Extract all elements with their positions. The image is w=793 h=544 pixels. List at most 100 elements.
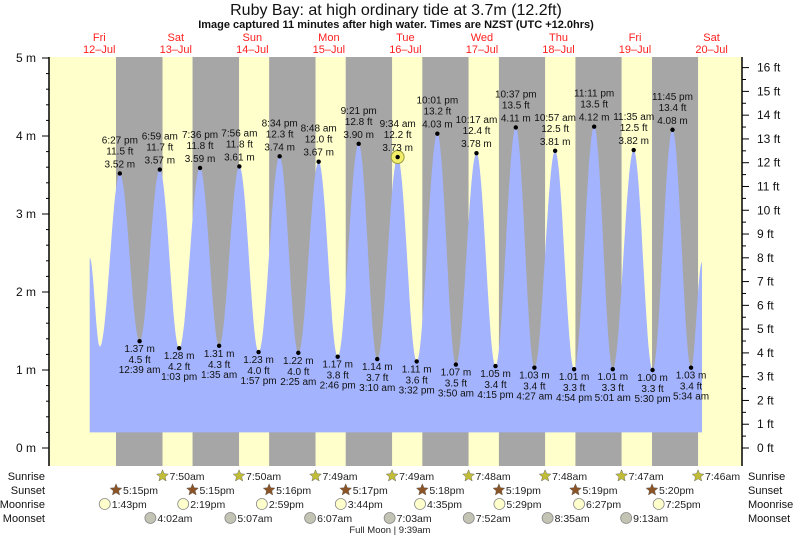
- right-axis-tick-label: 13 ft: [757, 132, 781, 146]
- left-axis-tick-label: 5 m: [16, 51, 36, 65]
- high-tide-time-label: 9:34 am: [380, 119, 416, 130]
- low-tide-ft-label: 3.7 ft: [366, 373, 388, 384]
- low-tide-time-label: 12:39 am: [119, 365, 161, 376]
- right-axis-tick-label: 5 ft: [757, 322, 774, 336]
- low-tide-time-label: 5:30 pm: [634, 394, 670, 405]
- sunset-star-icon: [569, 483, 582, 496]
- right-axis-tick-label: 12 ft: [757, 156, 781, 170]
- right-axis-tick-label: 0 ft: [757, 441, 774, 455]
- sunset-time: 5:16pm: [276, 485, 311, 497]
- high-tide-point: [117, 171, 123, 176]
- high-tide-time-label: 11:11 pm: [574, 89, 614, 100]
- sunrise-star-icon: [462, 469, 475, 482]
- low-tide-ft-label: 3.3 ft: [641, 384, 663, 395]
- low-tide-point: [296, 350, 301, 356]
- right-axis-tick-label: 2 ft: [757, 393, 774, 407]
- high-tide-point: [395, 154, 400, 160]
- day-label-dow: Fri: [93, 32, 106, 44]
- low-tide-point: [493, 363, 498, 369]
- sunset-time: 5:19pm: [506, 485, 541, 497]
- moonrise-time: 2:19pm: [190, 499, 225, 511]
- right-axis-tick-label: 3 ft: [757, 370, 774, 384]
- right-axis-tick-label: 15 ft: [757, 84, 781, 98]
- low-tide-ft-label: 3.4 ft: [523, 382, 545, 393]
- moonrise-row-label: Moonrise: [0, 499, 45, 511]
- sunrise-time: 7:49am: [323, 471, 358, 483]
- sunrise-star-icon: [615, 469, 628, 482]
- sunset-time: 5:15pm: [200, 485, 235, 497]
- low-tide-m-label: 1.03 m: [519, 371, 550, 382]
- moon-phase-label: Full Moon | 9:39am: [349, 525, 430, 536]
- day-label-date: 17–Jul: [466, 44, 498, 56]
- right-axis-tick-label: 6 ft: [757, 298, 774, 312]
- low-tide-m-label: 1.03 m: [676, 371, 707, 382]
- moonset-moon-icon: [620, 512, 633, 524]
- right-axis-tick-label: 10 ft: [757, 203, 781, 217]
- moonrise-moon-icon: [334, 498, 347, 510]
- moonrise-time: 1:43pm: [112, 499, 147, 511]
- low-tide-m-label: 1.05 m: [480, 369, 511, 380]
- sunset-star-icon: [339, 483, 353, 496]
- day-label-date: 14–Jul: [236, 44, 268, 56]
- low-tide-ft-label: 3.6 ft: [406, 375, 428, 386]
- sunrise-row-label: Sunrise: [8, 471, 45, 483]
- high-tide-point: [474, 150, 479, 156]
- low-tide-m-label: 1.23 m: [243, 355, 274, 366]
- day-label-dow: Tue: [396, 32, 415, 44]
- low-tide-point: [532, 365, 537, 370]
- low-tide-time-label: 5:01 am: [595, 393, 631, 404]
- high-tide-ft-label: 12.8 ft: [345, 117, 373, 128]
- low-tide-time-label: 3:50 am: [438, 389, 474, 400]
- high-tide-point: [513, 125, 519, 130]
- low-tide-time-label: 3:32 pm: [399, 385, 435, 396]
- sunset-time: 5:15pm: [123, 485, 158, 497]
- chart-title: Ruby Bay: at high ordinary tide at 3.7m …: [230, 2, 562, 19]
- sunrise-star-icon: [309, 469, 322, 482]
- high-tide-point: [552, 148, 558, 154]
- day-label-date: 20–Jul: [695, 44, 727, 56]
- low-tide-time-label: 1:35 am: [201, 370, 237, 381]
- high-tide-m-label: 3.57 m: [145, 156, 176, 167]
- left-axis-tick-label: 3 m: [16, 207, 36, 221]
- low-tide-time-label: 1:03 pm: [161, 372, 197, 383]
- moonrise-moon-icon: [573, 498, 585, 510]
- low-tide-m-label: 1.37 m: [124, 344, 155, 355]
- high-tide-time-label: 10:37 pm: [495, 89, 537, 100]
- high-tide-m-label: 3.67 m: [303, 148, 334, 159]
- day-label-dow: Thu: [549, 32, 568, 44]
- day-label-dow: Sun: [243, 32, 263, 44]
- low-tide-point: [571, 367, 577, 372]
- low-tide-point: [256, 349, 261, 355]
- sunrise-star-icon: [691, 469, 705, 482]
- high-tide-ft-label: 12.5 ft: [541, 124, 569, 135]
- high-tide-point: [157, 167, 163, 172]
- high-tide-ft-label: 12.5 ft: [620, 123, 648, 134]
- high-tide-point: [237, 164, 242, 169]
- moonrise-time: 5:29pm: [506, 499, 541, 511]
- low-tide-time-label: 4:54 pm: [556, 393, 592, 404]
- day-label-date: 13–Jul: [160, 44, 192, 56]
- high-tide-time-label: 8:48 am: [301, 124, 337, 135]
- high-tide-m-label: 3.59 m: [185, 154, 216, 165]
- high-tide-time-label: 7:56 am: [221, 128, 257, 139]
- high-tide-time-label: 10:01 pm: [417, 96, 459, 107]
- low-tide-ft-label: 3.4 ft: [680, 382, 702, 393]
- high-tide-time-label: 6:27 pm: [102, 135, 138, 146]
- sunrise-time: 7:50am: [170, 471, 205, 483]
- moonrise-time: 2:59pm: [269, 499, 304, 511]
- high-tide-point: [591, 124, 597, 129]
- high-tide-ft-label: 12.4 ft: [463, 126, 491, 137]
- sunrise-time: 7:48am: [552, 471, 587, 483]
- moonrise-time: 4:35pm: [427, 499, 462, 511]
- high-tide-m-label: 3.78 m: [461, 139, 492, 150]
- right-axis-tick-label: 16 ft: [757, 61, 781, 75]
- sunset-star-icon: [262, 483, 276, 496]
- moonrise-time: 6:27pm: [586, 499, 621, 511]
- low-tide-point: [610, 367, 615, 372]
- high-tide-m-label: 3.81 m: [540, 137, 571, 148]
- low-tide-ft-label: 3.3 ft: [563, 383, 585, 394]
- high-tide-m-label: 3.61 m: [224, 152, 255, 163]
- high-tide-point: [316, 159, 321, 164]
- moonrise-moon-icon: [493, 498, 506, 510]
